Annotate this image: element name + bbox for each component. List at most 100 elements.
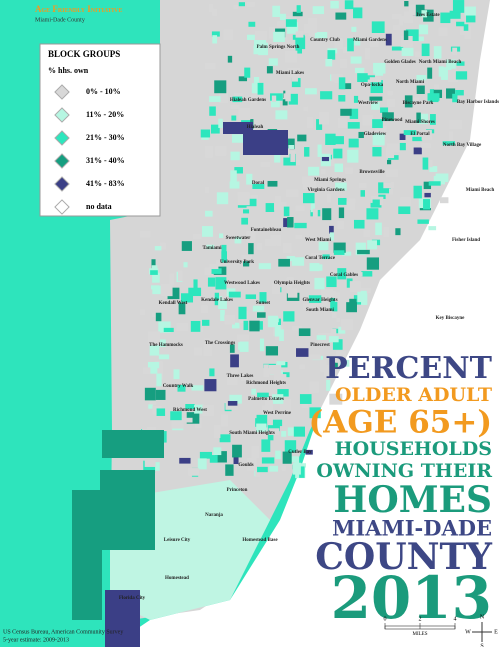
block-group xyxy=(304,88,317,95)
block-group xyxy=(347,149,359,163)
block-group xyxy=(334,163,344,173)
block-group xyxy=(204,379,217,392)
block-group xyxy=(340,83,352,90)
block-group xyxy=(333,250,345,255)
place-label: West Miami xyxy=(305,238,332,243)
block-group xyxy=(320,288,333,297)
block-group xyxy=(404,1,409,7)
block-group xyxy=(241,373,249,382)
block-group xyxy=(370,195,377,203)
block-group xyxy=(231,322,240,329)
block-group xyxy=(299,466,305,478)
title-line: COUNTY xyxy=(315,536,493,578)
place-label: Leisure City xyxy=(164,538,191,543)
place-label: Hialeah xyxy=(247,125,264,130)
block-group xyxy=(416,75,427,81)
block-group xyxy=(274,195,282,207)
legend-swatch xyxy=(54,84,70,100)
block-group xyxy=(395,228,401,236)
block-group xyxy=(321,156,330,162)
block-group xyxy=(466,11,476,23)
block-group xyxy=(348,198,356,204)
block-group xyxy=(269,465,279,472)
block-group xyxy=(268,428,280,435)
block-group xyxy=(380,107,389,113)
block-group xyxy=(464,26,471,40)
block-group xyxy=(218,118,223,128)
block-group xyxy=(148,331,161,345)
block-group xyxy=(254,393,260,401)
legend-swatch xyxy=(54,130,70,146)
block-group xyxy=(261,439,271,452)
block-group xyxy=(234,167,243,174)
block-group xyxy=(441,67,452,80)
legend-subtitle: % hhs. own xyxy=(48,66,89,75)
block-group xyxy=(290,150,296,162)
block-group xyxy=(400,197,411,210)
block-group xyxy=(464,6,476,16)
block-group xyxy=(366,257,380,270)
place-label: The Hammocks xyxy=(149,343,183,348)
block-group xyxy=(398,18,404,26)
block-group xyxy=(357,249,370,255)
block-group xyxy=(275,110,288,120)
place-label: Gladeview xyxy=(364,132,387,137)
block-group xyxy=(202,404,215,416)
block-group xyxy=(433,46,442,59)
block-group xyxy=(332,339,343,350)
block-group xyxy=(372,133,385,146)
block-group xyxy=(418,36,424,42)
block-group xyxy=(291,257,305,266)
block-group xyxy=(283,153,296,166)
block-group xyxy=(308,166,320,176)
place-label: Coral Gables xyxy=(330,273,358,278)
block-group xyxy=(150,270,158,275)
block-group xyxy=(226,373,238,386)
place-label: Westview xyxy=(358,101,379,106)
title-line: HOUSEHOLDS xyxy=(335,438,492,460)
block-group xyxy=(206,244,215,250)
block-group xyxy=(416,85,425,95)
block-group xyxy=(209,106,216,116)
place-label: Biscayne Park xyxy=(403,101,434,106)
block-group xyxy=(204,186,209,194)
block-group xyxy=(295,46,303,54)
block-group xyxy=(438,27,448,37)
block-group xyxy=(264,238,277,246)
block-group xyxy=(288,93,298,105)
block-group xyxy=(243,320,249,331)
block-group xyxy=(375,222,382,236)
block-group xyxy=(237,192,250,206)
block-group xyxy=(284,440,297,453)
block-group xyxy=(340,108,352,116)
block-group xyxy=(266,66,273,74)
place-label: Coral Terrace xyxy=(305,256,336,261)
block-group xyxy=(407,97,419,103)
place-label: Palm Springs North xyxy=(257,45,300,50)
block-group xyxy=(285,19,297,27)
block-group xyxy=(238,76,248,82)
block-group xyxy=(272,5,281,17)
block-group xyxy=(177,384,186,392)
block-group xyxy=(252,305,265,312)
block-group xyxy=(291,78,301,88)
block-group xyxy=(285,189,299,197)
block-group xyxy=(246,457,257,471)
block-group xyxy=(253,76,260,84)
place-label: Homestead Base xyxy=(242,538,278,543)
block-group xyxy=(320,169,326,174)
block-group xyxy=(267,433,274,441)
block-group xyxy=(349,281,361,292)
place-label: Tamiami xyxy=(203,246,223,251)
block-group xyxy=(425,160,433,168)
block-group xyxy=(144,387,156,401)
block-group xyxy=(278,258,290,267)
block-group xyxy=(338,95,346,102)
block-group xyxy=(275,450,281,460)
block-group xyxy=(153,462,160,471)
block-group xyxy=(221,251,228,263)
block-group xyxy=(327,159,335,166)
block-group xyxy=(332,311,337,319)
block-group xyxy=(218,299,227,309)
block-group xyxy=(332,301,338,312)
